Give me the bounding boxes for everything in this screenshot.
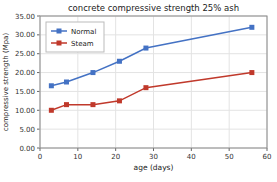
tick-label: 50 <box>225 153 234 161</box>
tick-label: 10.00 <box>15 107 35 115</box>
tick-label: 5.00 <box>19 126 35 134</box>
point <box>143 85 148 90</box>
plot-area <box>40 16 267 148</box>
grid-line <box>191 16 192 148</box>
title: concrete compressive strength 25% ash <box>68 3 239 13</box>
tick-label: 0 <box>38 153 42 161</box>
tick-label: 40 <box>187 153 196 161</box>
point <box>117 59 122 64</box>
point <box>90 70 95 75</box>
grid-line <box>229 16 230 148</box>
tick-label: 0.00 <box>19 145 35 153</box>
tick-label: 35.00 <box>15 13 35 21</box>
tick-label: 20 <box>111 153 120 161</box>
tick-label: 10 <box>73 153 82 161</box>
legend-label: Steam <box>71 40 94 48</box>
legend-marker <box>57 41 62 46</box>
legend: Normal Steam <box>46 22 104 52</box>
point <box>249 25 254 30</box>
point <box>49 108 54 113</box>
grid-line <box>153 16 154 148</box>
y-axis-label: compressive strength (Mpa) <box>2 33 10 132</box>
plot-frame <box>40 16 267 148</box>
point <box>64 80 69 85</box>
tick-label: 30 <box>149 153 158 161</box>
chart: 0.00 5.00 10.00 15.00 20.00 25.00 30.00 35.00 0 1… <box>0 0 277 182</box>
point <box>90 102 95 107</box>
grid-line <box>115 16 116 148</box>
point <box>49 83 54 88</box>
tick-label: 30.00 <box>15 31 35 39</box>
legend-label: Normal <box>71 28 96 36</box>
legend-box <box>46 22 104 52</box>
series-line <box>51 73 252 111</box>
tick-label: 20.00 <box>15 69 35 77</box>
x-axis-label: age (days) <box>134 163 174 172</box>
point <box>143 46 148 51</box>
point <box>64 102 69 107</box>
tick-label: 15.00 <box>15 88 35 96</box>
point <box>249 70 254 75</box>
point <box>117 98 122 103</box>
tick-label: 25.00 <box>15 50 35 58</box>
tick-label: 60 <box>263 153 272 161</box>
legend-marker <box>57 29 62 34</box>
